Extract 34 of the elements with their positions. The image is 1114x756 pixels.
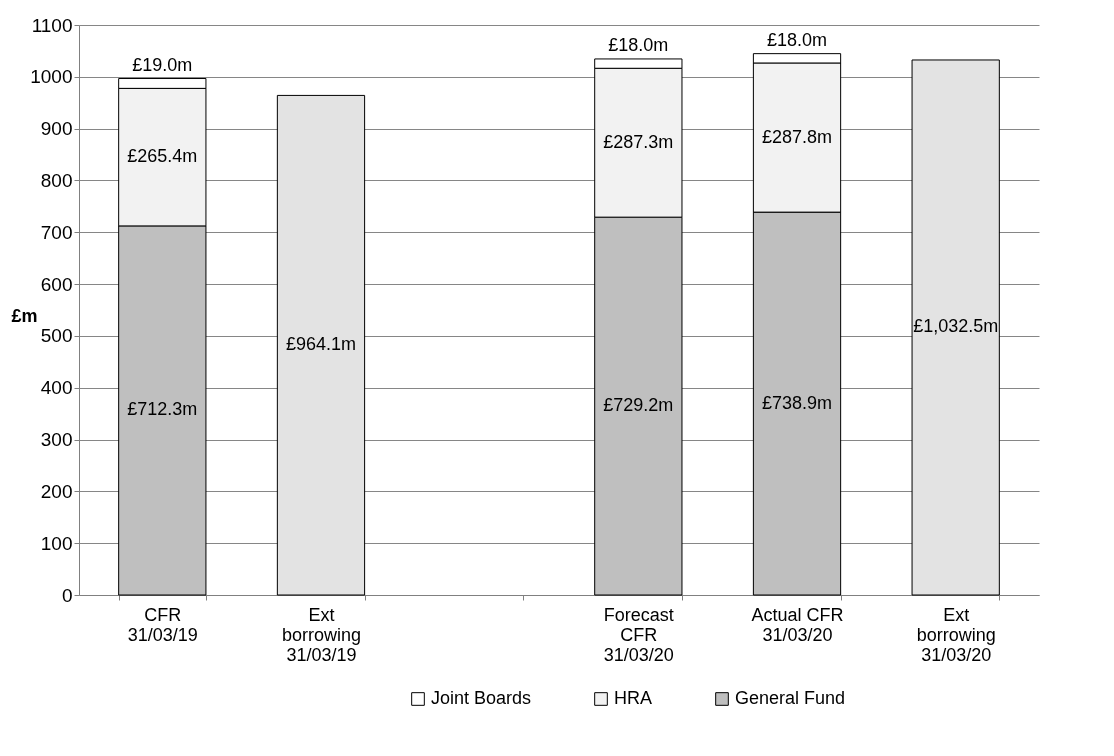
data-label: £19.0m [132,54,193,75]
x-tick-label: Forecast CFR 31/03/20 [603,604,674,665]
y-tick-label: 500 [40,325,73,347]
x-tick-label: Ext borrowing 31/03/20 [916,604,996,665]
data-label: £964.1m [285,334,357,355]
y-tick-label: 0 [61,584,73,606]
y-tick-label: 200 [40,480,73,502]
data-label: £729.2m [603,395,674,416]
data-label: £18.0m [608,34,669,55]
y-tick-label: 400 [40,377,73,399]
data-label: £18.0m [766,29,828,50]
y-tick-label: 800 [40,169,73,191]
legend-label: HRA [614,688,653,708]
data-label: £265.4m [127,146,198,167]
data-label: £1,032.5m [913,316,999,337]
x-tick-label: Ext borrowing 31/03/19 [281,604,362,665]
bar [911,59,1000,596]
x-tick-label: CFR 31/03/19 [127,604,198,645]
data-label: £287.8m [761,126,833,147]
y-tick-label: 1100 [31,14,73,36]
data-label: £738.9m [761,392,833,413]
y-tick-label: 600 [40,273,73,295]
y-axis-title: £m [11,305,38,326]
legend-label: Joint Boards [431,688,532,708]
y-tick-label: 300 [40,429,73,451]
data-label: £287.3m [603,131,674,152]
y-tick-label: 1000 [30,66,73,88]
bar [276,94,366,596]
y-tick-label: 900 [40,118,73,140]
y-tick-label: 100 [40,532,73,554]
y-tick-label: 700 [40,221,73,243]
legend-label: General Fund [735,688,846,708]
data-label: £712.3m [127,399,198,420]
x-tick-label: Actual CFR 31/03/20 [751,604,844,645]
